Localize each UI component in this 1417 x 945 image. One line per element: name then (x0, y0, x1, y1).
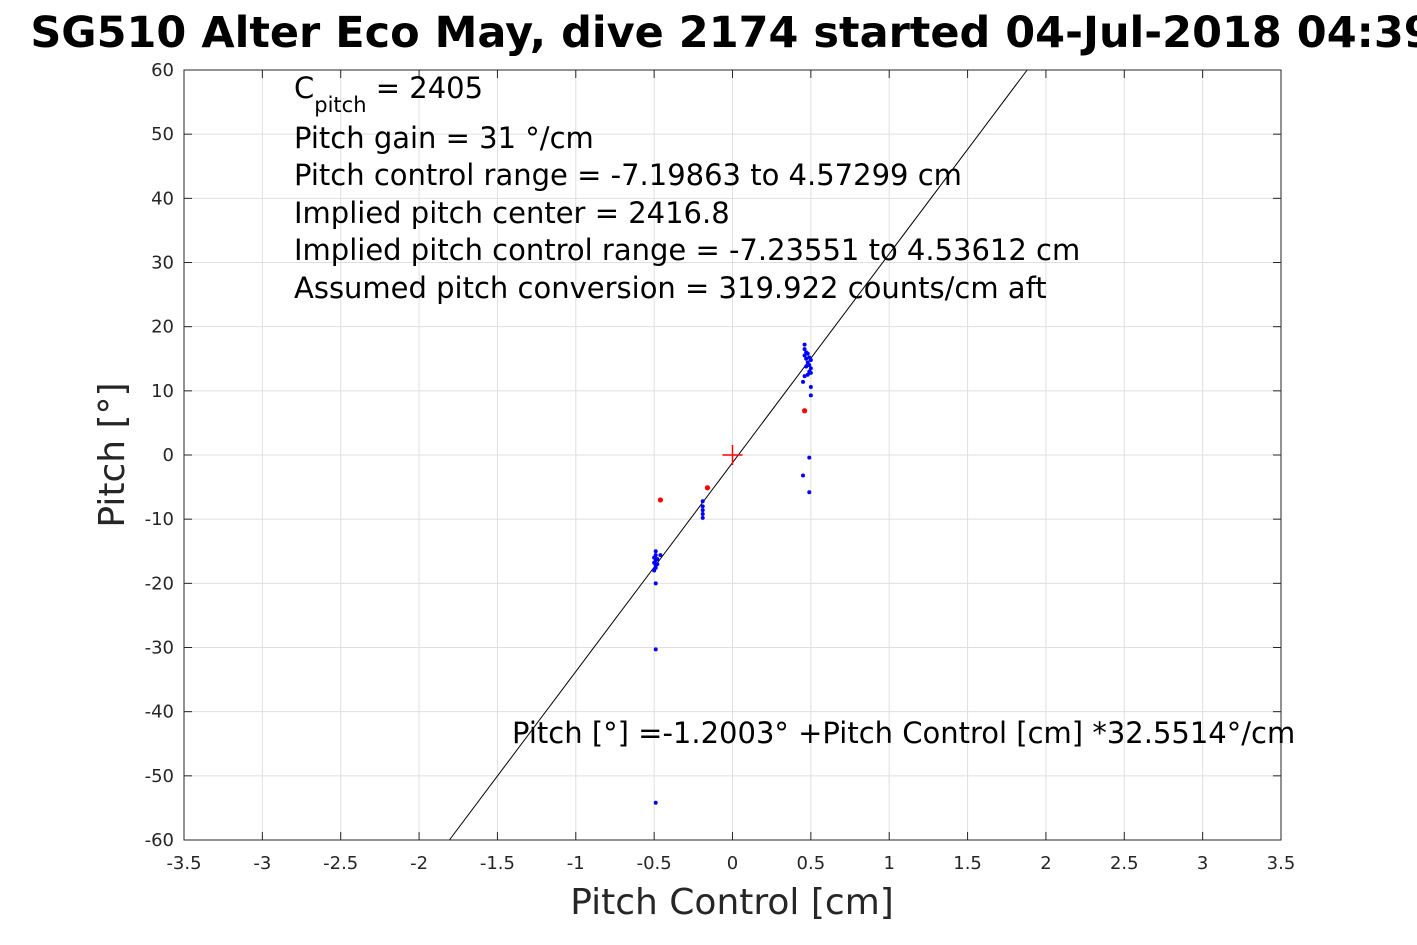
x-tick-label: -3.5 (166, 853, 201, 874)
x-tick-label: 2.5 (1110, 853, 1139, 874)
blue-data-point (808, 358, 813, 363)
annotation-implied-pitch-control-range: Implied pitch control range = -7.23551 t… (294, 233, 1080, 267)
blue-data-point (801, 473, 806, 478)
annotation-cpitch-main: C (294, 71, 314, 105)
x-tick-label: -3 (253, 853, 271, 874)
annotation-assumed-pitch-conversion: Assumed pitch conversion = 319.922 count… (294, 271, 1047, 305)
blue-data-point (808, 393, 813, 398)
x-tick-label: 1 (883, 853, 894, 874)
blue-data-point (802, 374, 807, 379)
y-tick-label: -30 (145, 638, 174, 659)
x-tick-label: -2.5 (323, 853, 358, 874)
y-tick-label: 60 (151, 60, 174, 81)
x-tick-label: 3.5 (1267, 853, 1296, 874)
y-tick-label: -40 (145, 702, 174, 723)
blue-data-point (804, 364, 809, 369)
blue-data-point (655, 562, 660, 567)
blue-data-point (802, 347, 807, 352)
blue-data-point (808, 384, 813, 389)
x-tick-label: 2 (1040, 853, 1051, 874)
blue-data-point (807, 363, 812, 368)
marker-layer (722, 445, 743, 465)
blue-data-point (652, 568, 657, 573)
red-data-point (657, 497, 664, 503)
x-tick-label: 0 (727, 853, 738, 874)
annotation-cpitch-value: = 2405 (367, 71, 484, 105)
blue-data-point (700, 508, 705, 513)
points-layer (652, 342, 813, 805)
blue-data-point (653, 647, 658, 652)
y-tick-label: 50 (151, 124, 174, 145)
x-tick-label: -1.5 (480, 853, 515, 874)
blue-data-point (807, 455, 812, 460)
blue-data-point (805, 351, 810, 356)
blue-data-point (808, 370, 813, 375)
chart-title: SG510 Alter Eco May, dive 2174 started 0… (30, 8, 1417, 58)
x-tick-label: 1.5 (953, 853, 982, 874)
x-tick-label: 0.5 (797, 853, 826, 874)
blue-data-point (804, 356, 809, 361)
blue-data-point (805, 372, 810, 377)
tick-labels: -3.5 -3 -2.5 -2 -1.5 -1 -0.5 0 0.5 1 1.5 2 2.5 3 3.5 -6… (145, 60, 1296, 874)
blue-data-point (700, 504, 705, 509)
x-tick-label: 3 (1197, 853, 1208, 874)
plot-area (183, 69, 1282, 841)
x-axis-label: Pitch Control [cm] (570, 882, 894, 923)
blue-data-point (802, 342, 807, 347)
blue-data-point (802, 353, 807, 358)
annotation-pitch-control-range: Pitch control range = -7.19863 to 4.5729… (294, 158, 962, 192)
blue-data-point (700, 512, 705, 517)
y-tick-label: -50 (145, 766, 174, 787)
y-tick-label: 0 (163, 445, 174, 466)
blue-data-point (807, 490, 812, 495)
y-tick-label: 20 (151, 317, 174, 338)
blue-data-point (655, 556, 660, 561)
annotation-block: Cpitch = 2405 Pitch gain = 31 °/cm Pitch… (294, 71, 1295, 750)
y-axis-label: Pitch [°] (92, 382, 133, 527)
blue-data-point (658, 553, 663, 558)
red-data-point (704, 485, 711, 491)
blue-data-point (653, 549, 658, 554)
blue-data-point (653, 581, 658, 586)
y-tick-label: -10 (145, 509, 174, 530)
ticks (183, 69, 1282, 841)
blue-data-point (808, 366, 813, 371)
blue-data-point (700, 499, 705, 504)
center-marker (722, 445, 743, 465)
blue-data-point (700, 515, 705, 520)
annotation-implied-pitch-center: Implied pitch center = 2416.8 (294, 196, 730, 230)
y-tick-label: -20 (145, 573, 174, 594)
blue-data-point (653, 800, 658, 805)
x-tick-label: -0.5 (637, 853, 672, 874)
blue-data-point (801, 379, 806, 384)
y-tick-label: 10 (151, 381, 174, 402)
y-tick-label: -60 (145, 830, 174, 851)
annotation-fit-equation: Pitch [°] =-1.2003° +Pitch Control [cm] … (512, 716, 1295, 750)
annotation-pitch-gain: Pitch gain = 31 °/cm (294, 121, 594, 155)
red-data-point (801, 408, 808, 414)
y-tick-label: 40 (151, 188, 174, 209)
annotation-cpitch-sub: pitch (314, 93, 366, 117)
x-tick-label: -2 (410, 853, 428, 874)
y-tick-label: 30 (151, 253, 174, 274)
annotation-cpitch: Cpitch = 2405 (294, 71, 483, 117)
x-tick-label: -1 (567, 853, 585, 874)
